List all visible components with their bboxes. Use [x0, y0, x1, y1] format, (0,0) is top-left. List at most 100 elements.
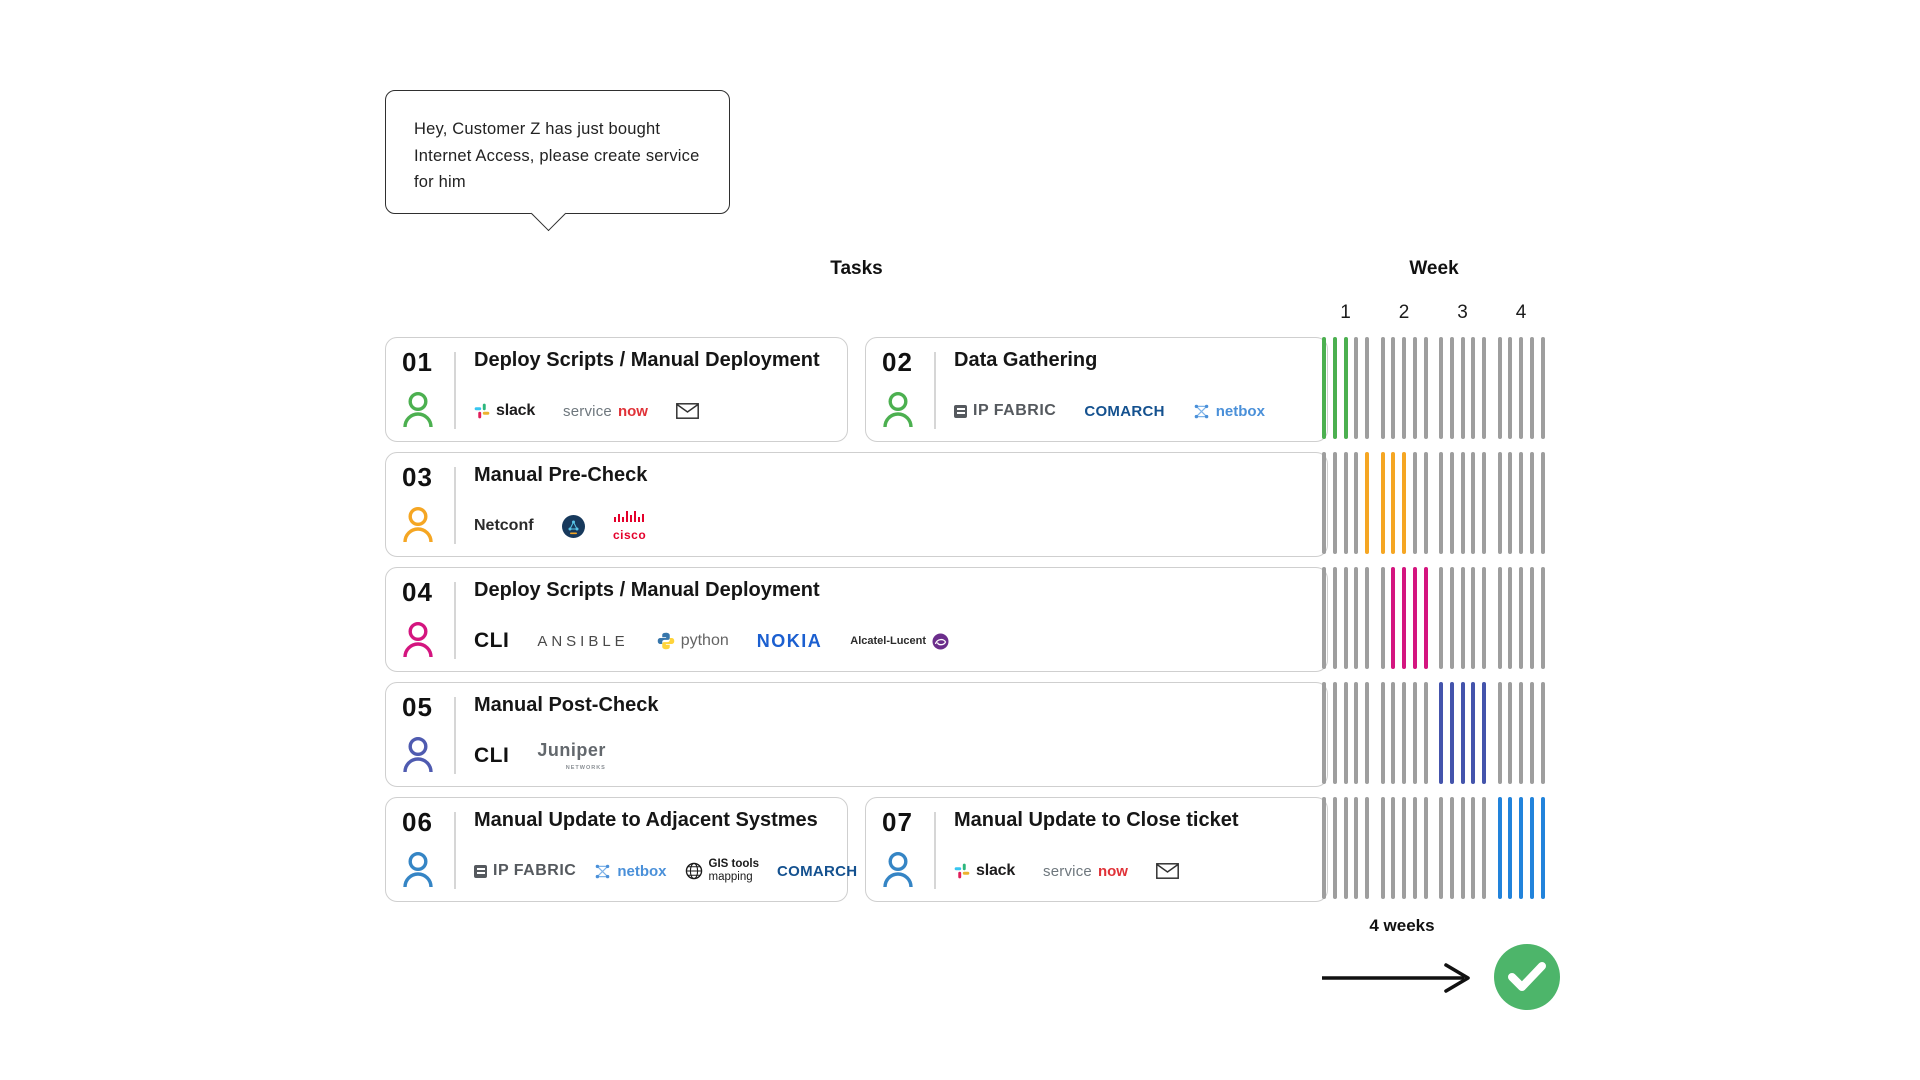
comarch-logo: COMARCH	[776, 862, 858, 880]
week-day-bar	[1412, 567, 1417, 669]
week-bar-row-4	[1322, 682, 1546, 787]
python-icon	[657, 632, 674, 650]
week-day-bar	[1380, 337, 1385, 439]
week-day-bar	[1540, 452, 1545, 554]
task-number: 03	[402, 462, 433, 492]
week-day-bar	[1439, 682, 1443, 784]
speech-bubble-tail	[530, 195, 567, 232]
week-day-bar	[1365, 682, 1369, 784]
task-card-02: 02 Data Gathering IP FABRIC COMARCH	[865, 337, 1328, 442]
week-day-bar	[1343, 567, 1348, 669]
week-day-bar	[1482, 337, 1486, 439]
week-day-bar	[1471, 682, 1476, 784]
task-card-01: 01 Deploy Scripts / Manual Deployment sl…	[385, 337, 848, 442]
divider	[934, 812, 936, 889]
task-number: 01	[402, 347, 433, 377]
week-day-bar	[1460, 567, 1465, 669]
week-day-bar	[1497, 452, 1502, 554]
week-day-bar	[1439, 452, 1443, 554]
ansible-logo: ANSIBLE	[537, 632, 629, 650]
divider	[454, 582, 456, 659]
week-day-bar	[1322, 797, 1326, 899]
week-day-bar	[1508, 797, 1513, 899]
task-card-05: 05 Manual Post-Check CLI Juniper NETWORK…	[385, 682, 1328, 787]
week-day-bar	[1391, 567, 1396, 669]
week-day-bar	[1471, 337, 1476, 439]
task-title: Data Gathering	[954, 349, 1098, 371]
week-bar-row-3	[1322, 567, 1546, 672]
week-day-bar	[1439, 797, 1443, 899]
week-day-bar	[1402, 797, 1406, 899]
network-topology-logo	[561, 514, 585, 538]
task-number: 06	[402, 807, 433, 837]
week-bar-row-5	[1322, 797, 1546, 902]
netbox-logo: netbox	[1193, 403, 1265, 420]
week-day-bar	[1529, 797, 1534, 899]
week-day-bar	[1519, 682, 1523, 784]
person-icon	[402, 621, 434, 664]
person-icon	[402, 851, 434, 894]
week-day-bar	[1412, 337, 1417, 439]
week-day-bar	[1460, 797, 1465, 899]
week-day-bar	[1365, 797, 1369, 899]
week-day-bar	[1354, 682, 1359, 784]
week-day-bar	[1322, 567, 1326, 669]
week-day-bar	[1471, 452, 1476, 554]
week-day-bar	[1519, 337, 1523, 439]
ipfabric-icon	[954, 404, 967, 418]
netconf-label: Netconf	[474, 517, 534, 534]
week-day-bar	[1354, 797, 1359, 899]
cli-label: CLI	[474, 629, 510, 652]
week-day-bar	[1529, 682, 1534, 784]
servicenow-logo: service now	[563, 402, 648, 420]
speech-bubble: Hey, Customer Z has just bought Internet…	[385, 90, 730, 232]
tool-logos: IP FABRIC COMARCH netbox	[954, 388, 1265, 434]
cisco-bars-icon	[613, 511, 644, 522]
duration-label: 4 weeks	[1369, 916, 1435, 935]
task-title: Manual Update to Close ticket	[954, 809, 1239, 831]
week-day-bar	[1497, 567, 1502, 669]
task-card-03: 03 Manual Pre-Check Netconf	[385, 452, 1328, 557]
week-day-bar	[1365, 337, 1369, 439]
slack-logo: slack	[954, 862, 1015, 880]
week-day-bar	[1449, 797, 1454, 899]
week-day-bar	[1354, 452, 1359, 554]
week-day-bar	[1460, 337, 1465, 439]
week-day-bar	[1508, 452, 1513, 554]
week-day-bar	[1412, 797, 1417, 899]
week-day-bar	[1332, 337, 1337, 439]
week-day-bar	[1343, 682, 1348, 784]
week-day-bar	[1423, 567, 1428, 669]
week-day-bar	[1402, 452, 1406, 554]
task-title: Deploy Scripts / Manual Deployment	[474, 579, 820, 601]
week-day-bar	[1380, 797, 1385, 899]
divider	[454, 352, 456, 429]
week-day-bar	[1439, 567, 1443, 669]
week-day-bar	[1332, 567, 1337, 669]
gis-tools-logo: GIS tools mapping	[685, 858, 759, 883]
week-day-bar	[1482, 567, 1486, 669]
slack-icon	[954, 863, 970, 879]
week-day-bar	[1449, 682, 1454, 784]
netbox-icon	[1194, 404, 1209, 418]
cli-label: CLI	[474, 744, 510, 767]
ipfabric-logo: IP FABRIC	[954, 402, 1056, 420]
week-day-bar	[1365, 567, 1369, 669]
week-day-bar	[1380, 567, 1385, 669]
week-day-bar	[1508, 337, 1513, 439]
tool-logos: slack service now	[474, 388, 699, 434]
week-day-bar	[1402, 567, 1406, 669]
divider	[454, 812, 456, 889]
week-day-bar	[1519, 797, 1523, 899]
ipfabric-logo: IP FABRIC	[474, 862, 576, 880]
email-icon	[1156, 863, 1179, 879]
tasks-header: Tasks	[830, 258, 883, 279]
email-icon	[676, 403, 699, 419]
speech-bubble-text: Hey, Customer Z has just bought Internet…	[414, 120, 700, 192]
week-day-bar	[1354, 567, 1359, 669]
week-number-row: 1 2 3 4	[1322, 302, 1546, 324]
week-day-bar	[1529, 452, 1534, 554]
week-day-bar	[1343, 337, 1348, 439]
week-day-bar	[1412, 452, 1417, 554]
juniper-logo: Juniper NETWORKS	[537, 739, 606, 771]
